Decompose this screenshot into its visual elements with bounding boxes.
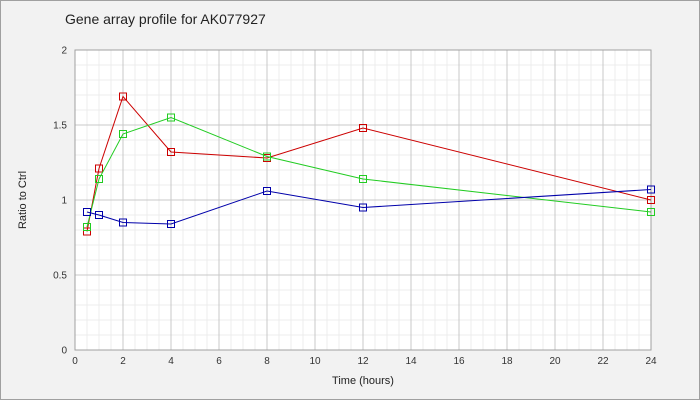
x-tick-label: 14 [405,356,417,367]
data-point [167,220,175,228]
data-point [95,164,103,173]
data-point [359,203,367,212]
y-tick-label: 2 [61,46,67,57]
data-point [359,175,367,183]
x-tick-label: 4 [168,356,174,367]
data-point [359,124,367,132]
x-tick-label: 10 [309,356,321,367]
x-tick-label: 22 [597,356,609,367]
data-point [119,130,127,138]
y-axis-title: Ratio to Ctrl [17,171,29,229]
x-tick-label: 8 [264,356,270,367]
x-tick-label: 18 [501,356,513,367]
x-tick-label: 16 [453,356,465,367]
data-point [647,208,655,216]
y-tick-label: 0.5 [53,271,67,282]
x-tick-label: 2 [120,356,126,367]
data-point [263,187,271,195]
series-1 [83,92,655,236]
data-point [83,223,91,231]
data-point [647,196,655,204]
series-line [86,116,652,228]
y-tick-label: 0 [61,346,67,357]
series-2 [83,113,655,231]
data-point [167,148,175,156]
data-point [83,208,91,216]
x-tick-label: 6 [216,356,222,367]
data-point [119,218,127,227]
x-axis-title: Time (hours) [332,375,394,387]
series-line [86,95,652,232]
data-point [263,152,271,161]
x-tick-label: 24 [645,356,657,367]
x-tick-label: 20 [549,356,561,367]
series-layer [83,92,655,236]
data-point [119,92,127,101]
series-line [86,189,652,225]
x-tick-label: 12 [357,356,369,367]
y-tick-label: 1 [61,196,67,207]
chart-title: Gene array profile for AK077927 [65,11,266,27]
y-tick-label: 1.5 [53,121,67,132]
data-point [167,113,175,122]
y-tick-labels: 0 0.5 1 1.5 2 [53,46,67,357]
x-tick-label: 0 [72,356,78,367]
data-point [83,227,91,236]
x-tick-labels: 0 2 4 6 8 10 12 14 16 18 20 22 24 [72,356,657,367]
data-point [95,211,103,219]
series-3 [83,185,655,228]
data-point [647,185,655,194]
data-point [95,175,103,183]
